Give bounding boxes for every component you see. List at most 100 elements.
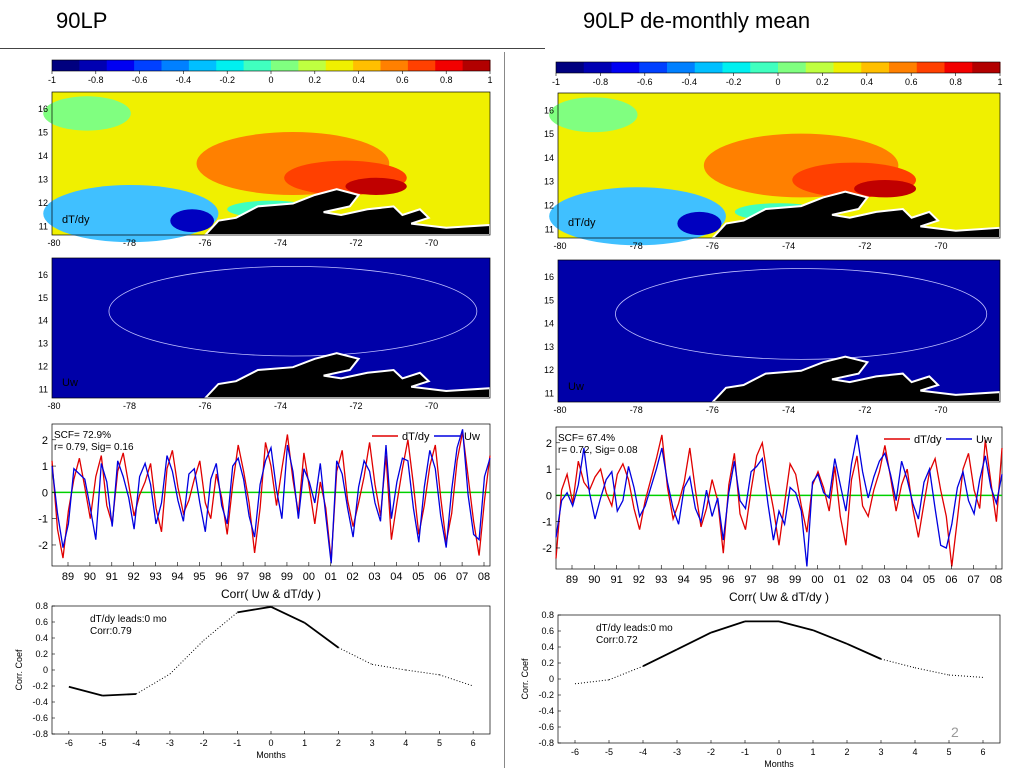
lag-x-tick-label: -3 [166,738,174,748]
colorbar-swatch [106,60,135,71]
map-frame [557,259,1001,403]
x-tick-label: 95 [193,571,205,583]
lag-x-tick-label: -5 [605,747,613,757]
y-tick-label: -2 [38,540,48,552]
map-x-tick-label: -76 [706,241,719,251]
legend-label-uw: Uw [976,434,992,446]
slide-title-left: 90LP [56,8,108,33]
x-tick-label: 04 [901,574,913,586]
colorbar-tick-label: 0.6 [396,75,409,85]
map-blob-green [549,97,638,133]
x-tick-label: 97 [744,574,756,586]
map-land [710,355,1001,403]
colorbar-swatch [216,60,245,71]
lag-x-tick-label: 2 [844,747,849,757]
colorbar-swatch [916,62,945,73]
x-tick-label: 03 [878,574,890,586]
colorbar-tick-label: 0.2 [309,75,322,85]
colorbar-swatch [583,62,612,73]
lag-x-tick-label: 2 [336,738,341,748]
lag-y-tick-label: -0.4 [32,697,48,707]
map-field-label: Uw [568,381,584,393]
panel-divider [504,52,505,768]
lag-x-tick-label: 3 [370,738,375,748]
map-land [202,352,491,399]
y-tick-label: 2 [42,435,48,447]
lag-segment [169,640,204,675]
lag-frame [51,605,491,735]
lag-y-tick-label: 0.6 [541,626,554,636]
lag-annotation-corr: Corr:0.79 [90,626,132,637]
lag-x-tick-label: -4 [639,747,647,757]
lag-segment [608,665,644,681]
lag-segment [778,620,814,632]
x-tick-label: 89 [566,574,578,586]
colorbar-swatch [667,62,696,73]
map-x-tick-label: -70 [425,401,438,411]
slide-title-right: 90LP de-monthly mean [583,8,811,33]
series-line-uw [555,434,1003,567]
colorbar-tick-label: 0 [775,77,780,87]
colorbar-tick-label: 0.8 [949,77,962,87]
map-contour [108,266,478,357]
timeseries-left: 2 1 0 -1 -2 89 90 91 92 93 94 95 96 97 98 99 00 01 02 03 04 0… [38,423,491,601]
colorbar-tick-label: -0.2 [219,75,235,85]
map-y-tick-label: 13 [38,175,48,185]
colorbar-tick-label: -0.2 [726,77,742,87]
map-x-tick-label: -76 [199,401,212,411]
x-tick-label: 08 [478,571,490,583]
colorbar-tick-label: 1 [997,77,1002,87]
lag-y-tick-label: 0 [549,674,554,684]
lag-segment [135,673,171,695]
x-tick-label: 08 [990,574,1002,586]
map-x-tick-label: -80 [47,401,60,411]
y-tick-label: -2 [542,543,552,555]
map-x-tick-label: -76 [706,405,719,415]
lag-x-tick-label: -3 [673,747,681,757]
lag-x-tick-label: 0 [268,738,273,748]
lag-x-tick-label: 4 [403,738,408,748]
colorbar-tick-label: -0.8 [88,75,104,85]
map-x-tick-label: -80 [553,241,566,251]
map-y-tick-label: 13 [38,339,48,349]
map-x-tick-label: -74 [782,241,795,251]
lag-y-tick-label: 0.2 [541,658,554,668]
map-frame [51,257,491,399]
map-x-tick-label: -74 [782,405,795,415]
map-dtdy-left: -80 -78 -76 -74 -72 -70 16 15 14 13 12 11 dT/dy [38,91,491,248]
lag-chart-left: 0.8 0.6 0.4 0.2 0 -0.2 -0.4 -0.6 -0.8 -6 -5 -4 -3 -2 -… [14,601,491,760]
lag-segment [846,642,882,660]
lag-y-tick-label: 0.2 [35,649,48,659]
colorbar-tick-label: 0.2 [816,77,829,87]
x-tick-label: 01 [834,574,846,586]
lag-segment [338,647,373,665]
map-y-tick-label: 15 [38,293,48,303]
map-y-tick-label: 16 [544,272,554,282]
x-tick-label: 04 [390,571,402,583]
x-tick-label: 95 [700,574,712,586]
map-y-tick-label: 12 [38,198,48,208]
lag-y-tick-label: -0.6 [538,722,554,732]
lag-x-tick-label: -5 [99,738,107,748]
map-y-tick-label: 15 [544,295,554,305]
y-tick-label: 1 [42,461,48,473]
map-blob-green [43,96,131,131]
timeseries-title: Corr( Uw & dT/dy ) [729,590,829,604]
lag-x-tick-label: 3 [878,747,883,757]
y-tick-label: 0 [546,490,552,502]
map-y-tick-label: 14 [544,153,554,163]
map-y-tick-label: 11 [39,221,48,231]
lag-x-tick-label: 5 [437,738,442,748]
page-number: 2 [951,724,959,740]
colorbar-left: -1 -0.8 -0.6 -0.4 -0.2 0 0.2 0.4 0.6 0.8 1 [48,59,493,85]
title-rule [0,48,545,49]
colorbar-swatch [805,62,834,73]
map-y-tick-label: 15 [544,129,554,139]
lag-y-tick-label: 0.4 [541,642,554,652]
map-x-tick-label: -72 [858,405,871,415]
lag-y-tick-label: 0 [43,665,48,675]
lag-segment [237,605,272,614]
lag-segment [203,612,238,641]
colorbar-swatch [407,60,436,71]
lag-x-tick-label: 4 [912,747,917,757]
